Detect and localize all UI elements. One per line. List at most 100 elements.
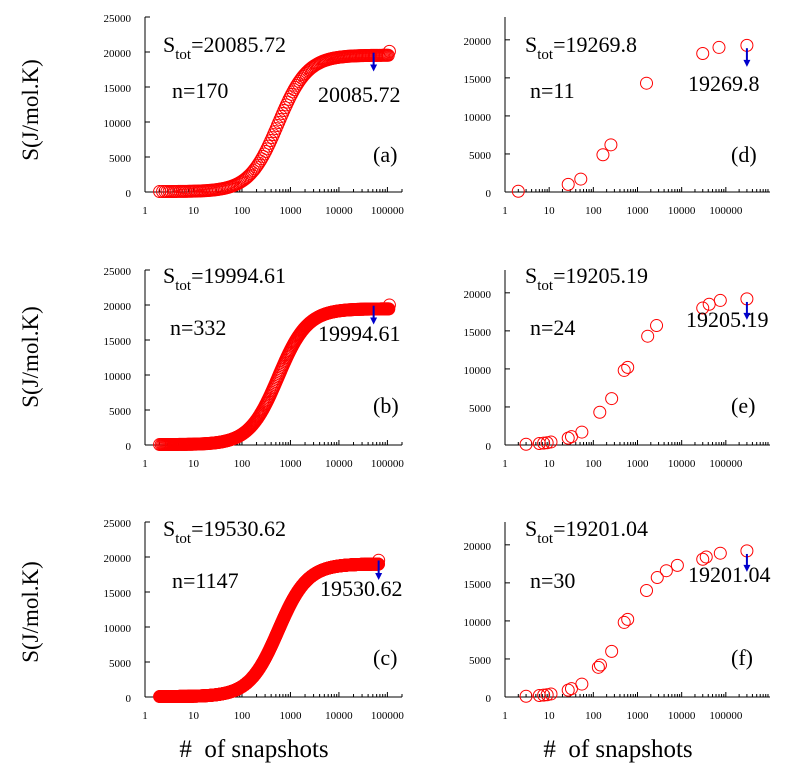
y-tick-label: 5000 <box>469 655 492 667</box>
y-tick-label: 25000 <box>104 518 132 530</box>
y-axis-label-row2: S(J/mol.K) <box>18 306 43 408</box>
data-point <box>537 436 551 450</box>
x-axis-label-left: # of snapshots <box>179 736 328 763</box>
x-tick-label: 100 <box>585 205 602 217</box>
data-point <box>574 172 588 186</box>
n-label: n=332 <box>170 315 226 340</box>
panel-label: (b) <box>373 393 399 418</box>
y-tick-label: 20000 <box>464 289 492 301</box>
n-label: n=170 <box>172 78 228 103</box>
y-tick-label: 0 <box>486 693 492 705</box>
y-axis-label-row1: S(J/mol.K) <box>18 59 43 161</box>
data-point <box>640 76 654 90</box>
data-point <box>650 319 664 333</box>
arrow-head <box>743 564 751 572</box>
n-label: n=24 <box>530 315 575 340</box>
y-tick-label: 0 <box>486 441 492 453</box>
x-tick-label: 1000 <box>279 458 302 470</box>
y-tick-label: 15000 <box>464 74 492 86</box>
arrow-head <box>743 59 751 67</box>
data-point <box>699 550 713 564</box>
data-point <box>696 47 710 61</box>
y-tick-label: 20000 <box>104 553 132 565</box>
y-tick-label: 5000 <box>469 150 492 162</box>
y-tick-label: 10000 <box>104 371 132 383</box>
data-point <box>712 40 726 54</box>
y-tick-label: 5000 <box>469 403 492 415</box>
data-point <box>604 138 618 152</box>
x-tick-label: 10000 <box>668 458 696 470</box>
x-tick-label: 10000 <box>668 710 696 722</box>
data-point <box>561 177 575 191</box>
final-value-label: 20085.72 <box>318 82 401 107</box>
x-tick-label: 100 <box>585 710 602 722</box>
final-value-label: 19530.62 <box>320 576 403 601</box>
final-value-label: 19994.61 <box>318 321 401 346</box>
arrow-head <box>743 312 751 320</box>
x-tick-label: 1000 <box>279 710 302 722</box>
y-tick-label: 0 <box>126 693 132 705</box>
x-tick-label: 100000 <box>709 205 743 217</box>
y-tick-label: 20000 <box>464 36 492 48</box>
data-point <box>544 687 558 701</box>
arrow-head <box>370 64 378 72</box>
x-tick-label: 10 <box>188 458 200 470</box>
x-tick-label: 100 <box>234 205 251 217</box>
y-tick-label: 15000 <box>464 327 492 339</box>
y-tick-label: 25000 <box>104 13 132 25</box>
panel-b: 0 5000 10000 15000 20000 25000 1 10 100 1000 10000… <box>104 263 405 470</box>
y-tick-label: 15000 <box>104 588 132 600</box>
y-tick-label: 15000 <box>104 83 132 95</box>
data-point <box>540 436 554 450</box>
x-tick-label: 100000 <box>709 458 743 470</box>
n-label: n=1147 <box>172 568 239 593</box>
y-tick-label: 0 <box>126 188 132 200</box>
x-tick-label: 1 <box>502 458 508 470</box>
x-tick-label: 10000 <box>325 205 353 217</box>
y-tick-label: 10000 <box>464 617 492 629</box>
final-value-label: 19269.8 <box>688 71 760 96</box>
panel-a: 0 5000 10000 15000 20000 25000 1 10 100 1000 10000… <box>104 13 405 217</box>
x-axis-label-right: # of snapshots <box>543 736 692 763</box>
y-tick-label: 5000 <box>109 658 132 670</box>
n-label: n=11 <box>530 78 575 103</box>
data-point <box>537 688 551 702</box>
x-tick-label: 1 <box>142 205 148 217</box>
data-point <box>593 658 607 672</box>
data-point <box>540 688 554 702</box>
data-point <box>240 171 254 185</box>
data-point <box>278 101 292 115</box>
panel-c: 0 5000 10000 15000 20000 25000 1 10 100 1000 10000… <box>104 516 405 722</box>
data-point <box>245 165 259 179</box>
data-point <box>696 301 710 315</box>
final-value-label: 19201.04 <box>688 562 771 587</box>
data-point <box>382 44 396 58</box>
stot-label: Stot=19269.8 <box>525 32 637 63</box>
data-point <box>617 615 631 629</box>
y-tick-label: 10000 <box>104 623 132 635</box>
x-tick-label: 100000 <box>371 710 405 722</box>
y-tick-label: 5000 <box>109 153 132 165</box>
y-tick-label: 10000 <box>104 118 132 130</box>
x-tick-label: 1000 <box>279 205 302 217</box>
y-tick-label: 10000 <box>464 365 492 377</box>
data-point <box>519 689 533 703</box>
x-tick-label: 10000 <box>325 710 353 722</box>
x-tick-label: 1 <box>502 205 508 217</box>
data-point <box>519 437 533 451</box>
data-point <box>244 167 258 181</box>
data-point <box>713 293 727 307</box>
data-point <box>621 612 635 626</box>
y-tick-label: 0 <box>486 188 492 200</box>
panel-label: (f) <box>731 645 753 670</box>
data-point <box>593 405 607 419</box>
data-point <box>544 435 558 449</box>
data-point <box>713 546 727 560</box>
x-tick-label: 10 <box>544 205 556 217</box>
stot-label: Stot=19205.19 <box>525 263 648 294</box>
final-value-label: 19205.19 <box>686 307 769 332</box>
panel-e: 0 5000 10000 15000 20000 1 10 100 1000 10000 10000… <box>464 263 770 470</box>
data-point <box>511 184 525 198</box>
x-tick-label: 1000 <box>627 458 650 470</box>
